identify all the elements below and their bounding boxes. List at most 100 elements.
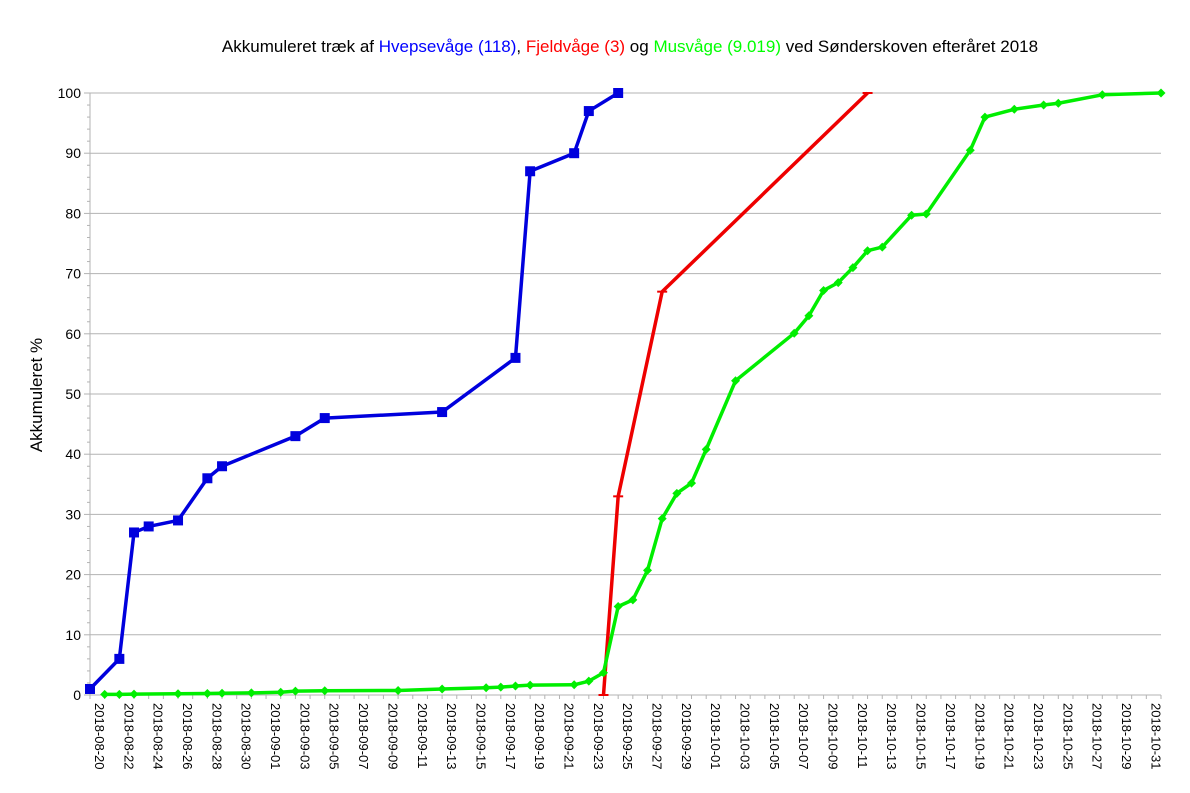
data-point (833, 278, 843, 288)
data-point (114, 653, 125, 664)
x-tick-label: 2018-10-09 (826, 703, 841, 770)
data-point (1009, 104, 1019, 114)
data-point (980, 112, 990, 122)
x-tick-label: 2018-09-21 (561, 703, 576, 770)
data-point (525, 680, 535, 690)
y-tick-label: 90 (65, 145, 81, 161)
title-part-1: Hvepsevåge (118) (379, 37, 517, 56)
x-tick-label: 2018-09-29 (679, 703, 694, 770)
data-point (819, 285, 829, 295)
x-tick-label: 2018-10-29 (1119, 703, 1134, 770)
y-tick-label: 60 (65, 326, 81, 342)
x-tick-label: 2018-08-28 (209, 703, 224, 770)
data-point (569, 148, 580, 159)
data-point (290, 686, 300, 696)
y-tick-labels: 0 10 20 30 40 50 60 70 80 90 100 (58, 85, 82, 703)
x-tick-label: 2018-10-03 (738, 703, 753, 770)
data-point (100, 689, 110, 699)
data-point (393, 685, 403, 695)
x-tick-label: 2018-09-11 (415, 703, 430, 769)
data-point (129, 527, 140, 538)
title-part-2: , (516, 37, 525, 56)
y-tick-label: 40 (65, 446, 81, 462)
data-point (1039, 100, 1049, 110)
chart-title: Akkumuleret træk af Hvepsevåge (118), Fj… (222, 37, 1038, 56)
data-point (701, 444, 711, 454)
axes (84, 92, 1162, 699)
data-point (731, 376, 741, 386)
title-part-5: Musvåge (9.019) (653, 37, 781, 56)
x-tick-label: 2018-10-21 (1002, 703, 1017, 770)
title-part-4: og (625, 37, 653, 56)
x-tick-label: 2018-10-17 (943, 703, 958, 770)
series-line-1 (601, 91, 869, 696)
data-point (114, 689, 124, 699)
title-part-3: Fjeldvåge (3) (526, 37, 625, 56)
x-tick-label: 2018-10-27 (1090, 703, 1105, 770)
x-tick-label: 2018-08-22 (121, 703, 136, 770)
x-tick-labels: 2018-08-20 2018-08-22 2018-08-24 2018-08-26… (92, 703, 1163, 770)
data-point (569, 680, 579, 690)
data-point (320, 686, 330, 696)
x-tick-label: 2018-08-30 (239, 703, 254, 770)
x-tick-label: 2018-08-24 (151, 703, 166, 770)
series-line-0 (88, 91, 620, 691)
data-point (246, 688, 256, 698)
y-tick-label: 10 (65, 627, 81, 643)
x-tick-label: 2018-09-23 (591, 703, 606, 770)
data-point (848, 263, 858, 273)
data-point (217, 461, 228, 472)
series-2 (100, 88, 1166, 699)
y-tick-label: 20 (65, 567, 81, 583)
data-point (672, 488, 682, 498)
series-layer (85, 88, 1166, 699)
data-point (598, 668, 608, 678)
data-point (657, 514, 667, 524)
series-1 (598, 91, 873, 696)
y-tick-label: 100 (58, 85, 82, 101)
x-tick-label: 2018-09-05 (327, 703, 342, 770)
data-point (173, 515, 184, 526)
x-tick-label: 2018-08-20 (92, 703, 107, 770)
x-tick-label: 2018-09-15 (473, 703, 488, 770)
x-tick-label: 2018-09-07 (356, 703, 371, 770)
data-point (525, 166, 536, 177)
y-axis-label: Akkumuleret % (27, 338, 46, 452)
x-tick-label: 2018-09-01 (268, 703, 283, 770)
data-point (1053, 98, 1063, 108)
data-point (1156, 88, 1166, 98)
data-point (804, 311, 814, 321)
x-tick-label: 2018-09-09 (385, 703, 400, 770)
data-point (877, 242, 887, 252)
x-tick-label: 2018-10-01 (708, 703, 723, 770)
x-tick-label: 2018-10-25 (1060, 703, 1075, 770)
y-tick-label: 0 (73, 687, 81, 703)
x-tick-label: 2018-09-17 (503, 703, 518, 770)
x-tick-label: 2018-10-23 (1031, 703, 1046, 770)
x-tick-label: 2018-09-25 (620, 703, 635, 770)
data-point (481, 683, 491, 693)
data-point (173, 689, 183, 699)
data-point (276, 687, 286, 697)
data-point (510, 681, 520, 691)
y-tick-label: 70 (65, 266, 81, 282)
data-point (437, 407, 448, 418)
x-tick-label: 2018-10-19 (972, 703, 987, 770)
data-point (789, 328, 799, 338)
x-tick-label: 2018-09-27 (650, 703, 665, 770)
data-point (613, 602, 623, 612)
title-part-6: ved Sønderskoven efteråret 2018 (781, 37, 1038, 56)
data-point (129, 689, 139, 699)
data-point (965, 145, 975, 155)
data-point (687, 478, 697, 488)
data-point (217, 688, 227, 698)
y-tick-label: 50 (65, 386, 81, 402)
data-point (202, 473, 213, 484)
x-tick-label: 2018-10-15 (914, 703, 929, 770)
data-point (921, 209, 931, 219)
x-tick-label: 2018-08-26 (180, 703, 195, 770)
data-point (510, 352, 521, 363)
x-tick-label: 2018-09-19 (532, 703, 547, 770)
x-tick-label: 2018-10-05 (767, 703, 782, 770)
